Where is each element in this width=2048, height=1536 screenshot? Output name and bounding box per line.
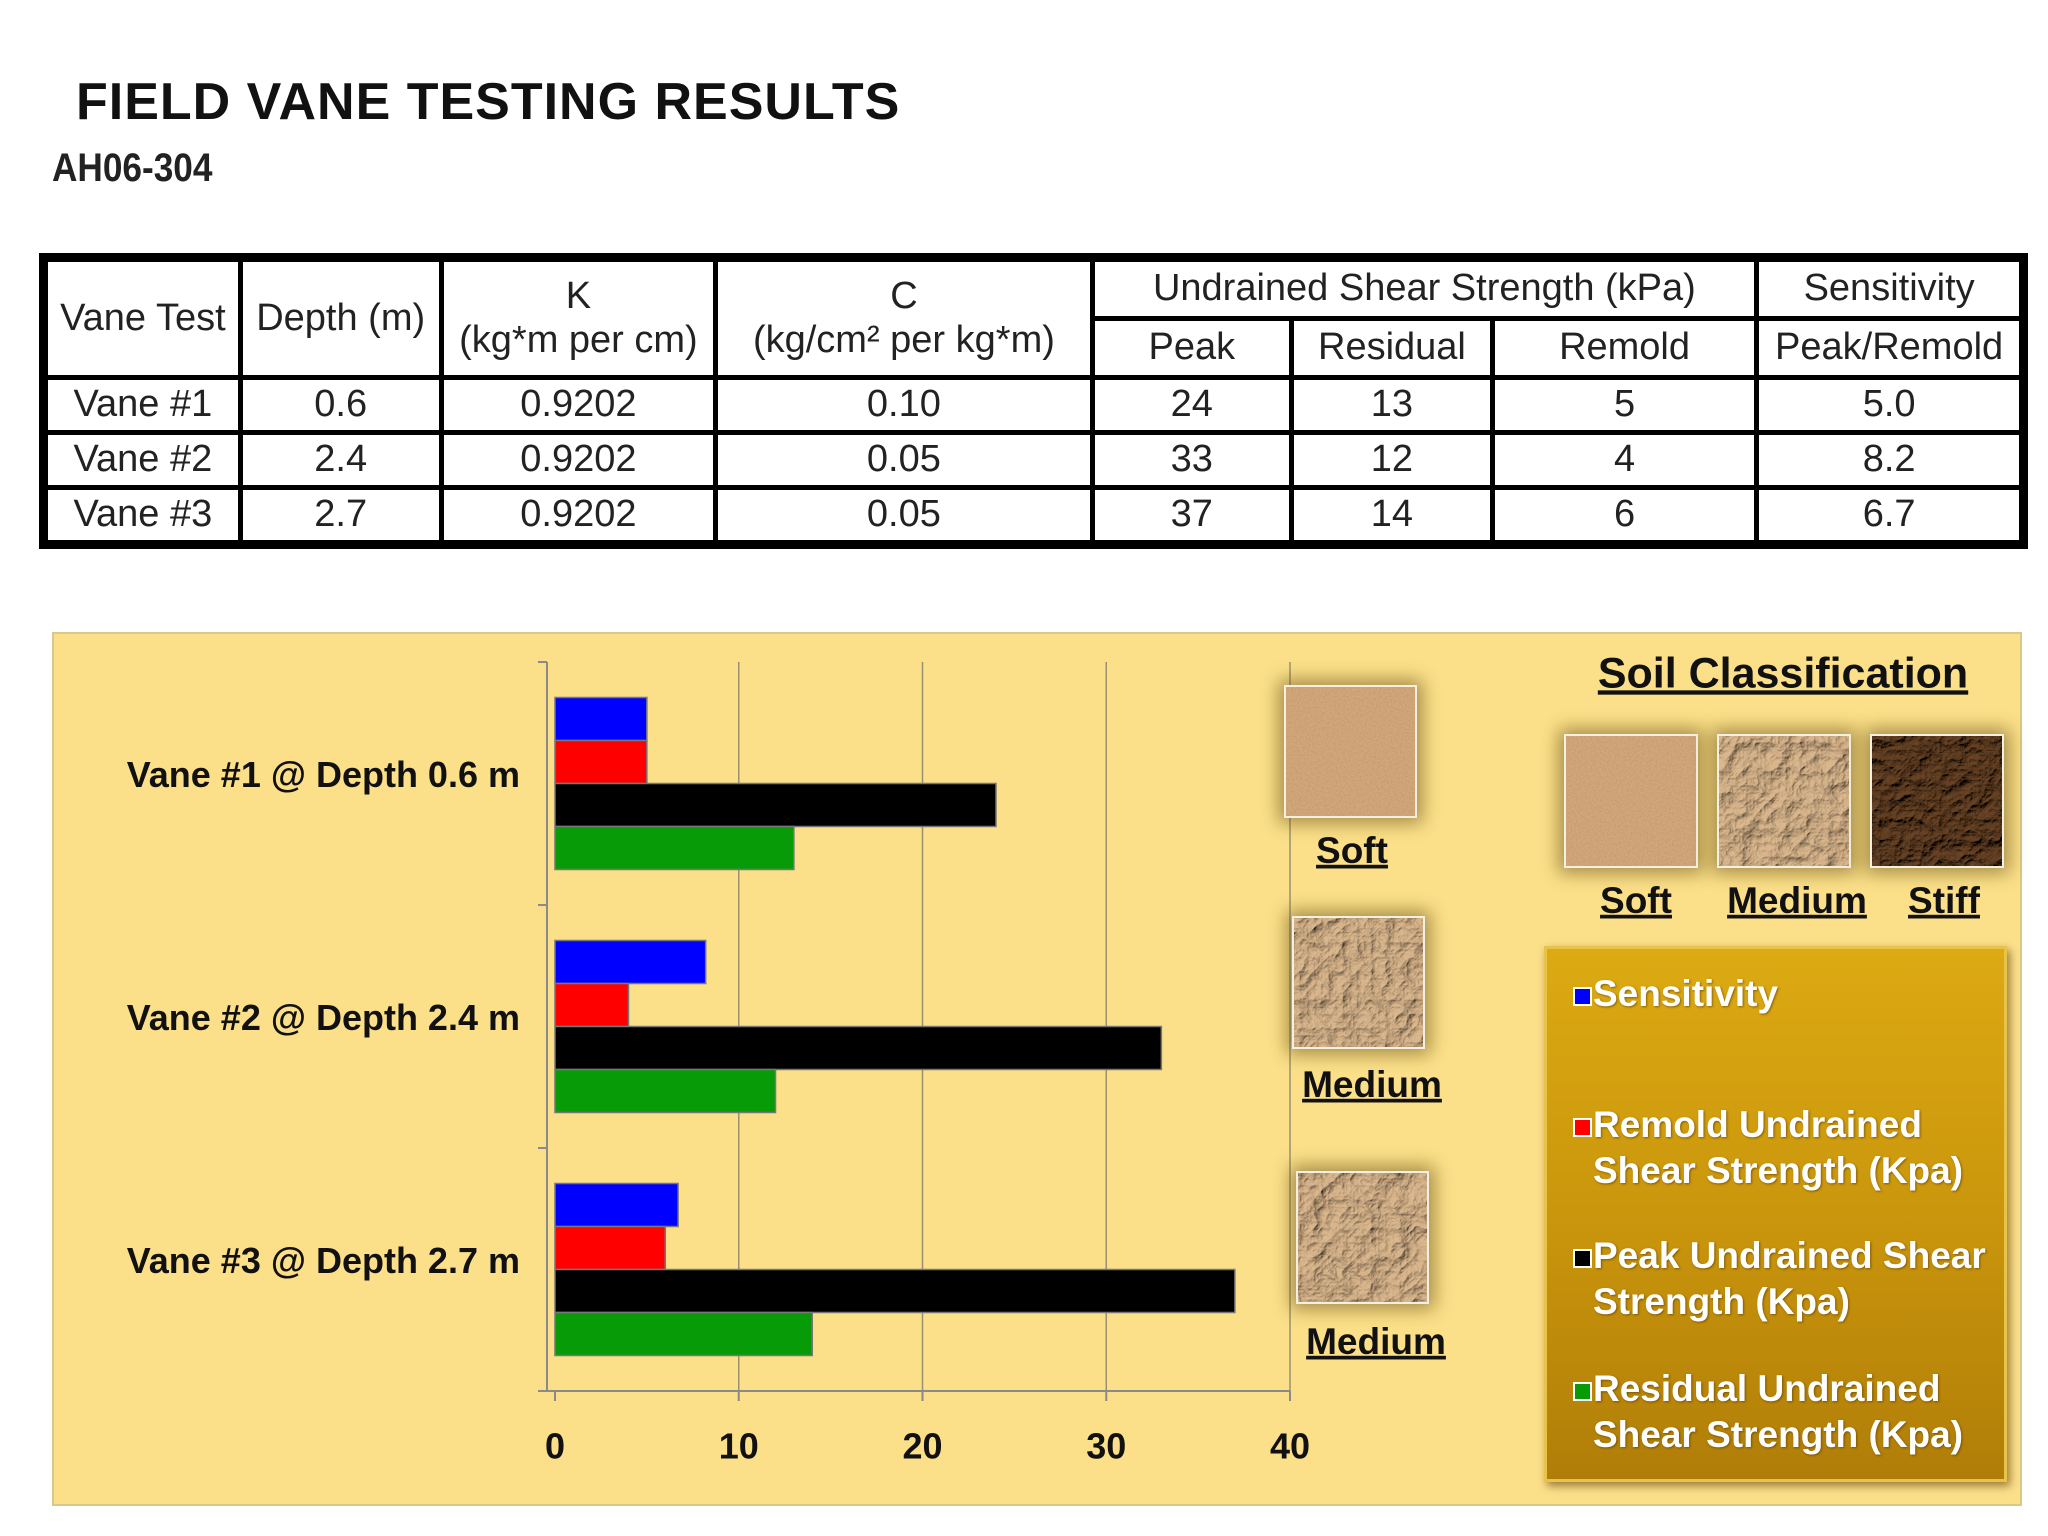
bar (554, 1225, 666, 1271)
header-cell: Vane Test (48, 262, 238, 375)
legend-marker (1573, 1382, 1592, 1401)
table-row: Vane #3 2.7 0.9202 0.05 37 14 6 6.7 (48, 490, 2019, 540)
x-tick-label: 40 (1270, 1426, 1310, 1467)
soil-class-label: Stiff (1908, 880, 1981, 921)
header-cell: Peak/Remold (1759, 321, 2019, 375)
table-cell: 0.05 (718, 435, 1090, 485)
bar (554, 825, 795, 871)
bar (554, 782, 997, 828)
bar (554, 696, 648, 742)
bar (554, 1311, 813, 1357)
y-tick-label: Vane #1 @ Depth 0.6 m (127, 754, 520, 795)
table-cell: 0.05 (718, 490, 1090, 540)
header-line: (kg*m per cm) (459, 318, 698, 361)
legend: Sensitivity Remold Undrained Shear Streng… (1544, 946, 2007, 1482)
table-cell: 5 (1494, 380, 1755, 430)
table-cell: 37 (1094, 490, 1290, 540)
swatch-texture (1718, 735, 1850, 867)
header-cell: Sensitivity (1759, 262, 2019, 316)
bar (554, 1182, 679, 1228)
x-tick-label: 10 (719, 1426, 759, 1467)
swatch-texture (1285, 686, 1416, 817)
table-cell: 0.9202 (443, 380, 714, 430)
table-cell: 14 (1294, 490, 1490, 540)
table-cell: Vane #1 (48, 380, 238, 430)
header-line: C (890, 274, 918, 317)
bar (554, 1025, 1163, 1071)
legend-marker (1573, 1249, 1592, 1268)
table-cell: 4 (1494, 435, 1755, 485)
table-row: Vane #2 2.4 0.9202 0.05 33 12 4 8.2 (48, 435, 2019, 485)
x-tick-label: 30 (1086, 1426, 1126, 1467)
table-cell: Vane #2 (48, 435, 238, 485)
subheader-cell: Residual (1294, 321, 1490, 375)
soil-class-label: Soft (1600, 880, 1672, 921)
swatch-frame (1292, 916, 1425, 1049)
bar (554, 739, 648, 785)
swatch-frame (1564, 734, 1698, 868)
table-cell: 6 (1494, 490, 1755, 540)
bar (554, 1268, 1236, 1314)
header-cell: C (kg/cm² per kg*m) (718, 262, 1090, 375)
table-cell: 8.2 (1759, 435, 2019, 485)
table-cell: 13 (1294, 380, 1490, 430)
table-cell: 0.10 (718, 380, 1090, 430)
annotation: Medium (1302, 1064, 1442, 1105)
swatch-frame (1870, 734, 2004, 868)
results-table: Vane Test Depth (m) K (kg*m per cm) C (kg/… (39, 253, 2028, 549)
header-cell: Undrained Shear Strength (kPa) (1094, 262, 1755, 316)
swatch-frame (1296, 1171, 1429, 1304)
swatch-texture (1565, 735, 1697, 867)
swatch-frame (1284, 685, 1417, 818)
legend-label: Residual Undrained Shear Strength (Kpa) (1593, 1368, 1964, 1455)
bar (554, 939, 707, 985)
swatch-texture (1293, 917, 1424, 1048)
table-cell: 24 (1094, 380, 1290, 430)
annotation: Medium (1306, 1321, 1446, 1362)
table-cell: 6.7 (1759, 490, 2019, 540)
table-cell: Vane #3 (48, 490, 238, 540)
swatch-texture (1871, 735, 2003, 867)
subtitle: AH06-304 (52, 146, 213, 190)
table-cell: 2.4 (242, 435, 439, 485)
header-line: (kg/cm² per kg*m) (752, 318, 1055, 361)
x-tick-label: 20 (902, 1426, 942, 1467)
table-cell: 5.0 (1759, 380, 2019, 430)
bar (554, 982, 630, 1028)
header-cell: Depth (m) (242, 262, 439, 375)
legend-label: Sensitivity (1593, 973, 1779, 1014)
legend-marker (1573, 987, 1592, 1006)
table-cell: 2.7 (242, 490, 439, 540)
soil-class-label: Medium (1727, 880, 1867, 921)
y-tick-label: Vane #3 @ Depth 2.7 m (127, 1240, 520, 1281)
table-cell: 12 (1294, 435, 1490, 485)
table-cell: 0.6 (242, 380, 439, 430)
table-row: Vane #1 0.6 0.9202 0.10 24 13 5 5.0 (48, 380, 2019, 430)
legend-label: Peak Undrained Shear Strength (Kpa) (1593, 1235, 1986, 1322)
header-cell: K (kg*m per cm) (443, 262, 714, 375)
swatch-frame (1717, 734, 1851, 868)
header-line: K (565, 274, 592, 317)
legend-label: Remold Undrained Shear Strength (Kpa) (1593, 1104, 1964, 1191)
x-tick-label: 0 (545, 1426, 565, 1467)
swatch-texture (1297, 1172, 1428, 1303)
legend-marker (1573, 1118, 1592, 1137)
annotation: Soft (1316, 830, 1388, 871)
table-cell: 0.9202 (443, 490, 714, 540)
subheader-cell: Remold (1494, 321, 1755, 375)
table-cell: 0.9202 (443, 435, 714, 485)
table-cell: 33 (1094, 435, 1290, 485)
y-tick-label: Vane #2 @ Depth 2.4 m (127, 997, 520, 1038)
soil-title: Soil Classification (1598, 649, 1968, 697)
bar (554, 1068, 777, 1114)
subheader-cell: Peak (1094, 321, 1290, 375)
title: FIELD VANE TESTING RESULTS (76, 73, 901, 131)
